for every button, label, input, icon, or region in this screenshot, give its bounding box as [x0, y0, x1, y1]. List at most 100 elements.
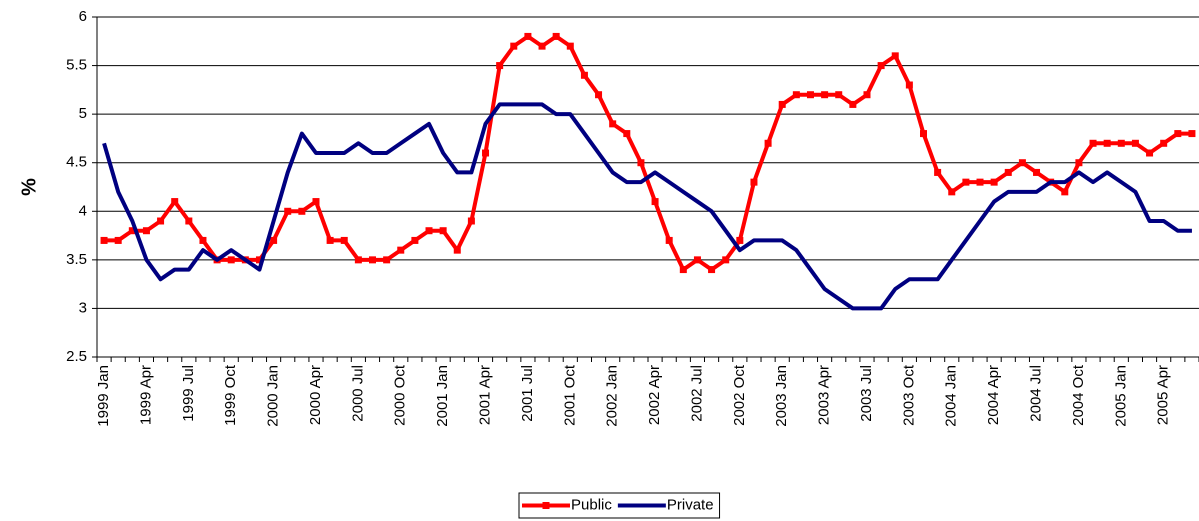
x-tick-label: 2000 Jan — [265, 365, 282, 427]
point-marker — [566, 42, 574, 50]
x-tick-label: 2005 Jan — [1112, 365, 1129, 427]
point-marker — [1018, 159, 1026, 167]
point-marker — [920, 130, 927, 138]
point-marker — [835, 91, 843, 99]
point-marker — [665, 236, 673, 244]
x-tick-label: 2004 Jan — [943, 365, 960, 427]
y-tick-label: 3.5 — [66, 251, 87, 268]
x-tick-label: 2002 Oct — [731, 364, 748, 426]
point-marker — [1117, 139, 1125, 147]
point-marker — [609, 120, 617, 128]
point-marker — [891, 52, 899, 60]
point-marker — [482, 149, 490, 157]
series-line — [102, 102, 1192, 311]
point-marker — [736, 236, 744, 244]
point-marker — [905, 81, 913, 89]
x-tick-label: 2004 Apr — [985, 365, 1002, 425]
point-marker — [383, 256, 391, 264]
x-tick-label: 2003 Apr — [816, 365, 833, 425]
x-tick-label: 2005 Apr — [1155, 365, 1172, 425]
point-marker — [821, 91, 829, 99]
point-marker — [722, 256, 730, 264]
point-marker — [1075, 159, 1083, 167]
point-marker — [778, 100, 786, 108]
x-tick-label: 2001 Jul — [519, 365, 536, 422]
point-marker — [1061, 188, 1069, 196]
point-marker — [792, 91, 800, 99]
x-tick-label: 2001 Apr — [476, 365, 493, 425]
point-marker — [651, 198, 659, 206]
point-marker — [425, 227, 433, 235]
x-tick-label: 2000 Oct — [392, 364, 409, 426]
x-tick-label: 2003 Oct — [900, 364, 917, 426]
x-tick-label: 1999 Jul — [180, 365, 197, 422]
legend-label: Private — [667, 496, 714, 513]
x-tick-label: 1999 Jan — [95, 365, 112, 427]
x-tick-label: 1999 Apr — [137, 365, 154, 425]
legend: Public Private — [518, 492, 721, 519]
point-marker — [1160, 139, 1168, 147]
x-tick-label: 2001 Jan — [434, 365, 451, 427]
point-marker — [312, 198, 320, 206]
point-marker — [128, 227, 136, 235]
point-marker — [326, 236, 334, 244]
point-marker — [990, 178, 998, 186]
x-tick-label: 2002 Jul — [688, 365, 705, 422]
point-marker — [354, 256, 362, 264]
x-tick-label: 2000 Apr — [307, 365, 324, 425]
point-marker — [340, 236, 348, 244]
point-marker — [849, 100, 857, 108]
y-tick-label: 3 — [79, 299, 87, 316]
point-marker — [750, 178, 758, 186]
point-marker — [411, 236, 419, 244]
point-marker — [1174, 130, 1182, 138]
point-marker — [1103, 139, 1111, 147]
y-tick-label: 5 — [79, 105, 87, 122]
point-marker — [708, 266, 716, 274]
point-marker — [171, 198, 179, 206]
series-line — [104, 34, 1192, 272]
legend-label: Public — [571, 496, 612, 513]
point-marker — [1188, 130, 1196, 138]
point-marker — [510, 42, 518, 50]
x-tick-label: 2002 Jan — [604, 365, 621, 427]
point-marker — [255, 256, 263, 264]
point-marker — [142, 227, 150, 235]
y-tick-label: 6 — [79, 8, 87, 25]
point-marker — [524, 32, 532, 40]
point-marker — [693, 256, 701, 264]
point-marker — [764, 139, 772, 147]
point-marker — [1033, 168, 1041, 176]
point-marker — [552, 32, 560, 40]
point-marker — [580, 71, 588, 79]
point-marker — [439, 227, 447, 235]
x-tick-label: 1999 Oct — [222, 364, 239, 426]
point-marker — [397, 246, 405, 254]
x-tick-label: 2002 Apr — [646, 365, 663, 425]
point-marker — [157, 217, 165, 225]
y-tick-label: 4.5 — [66, 154, 87, 171]
y-axis-label: % — [18, 178, 40, 196]
point-marker — [679, 266, 687, 274]
point-marker — [877, 62, 885, 70]
y-tick-label: 2.5 — [66, 348, 87, 365]
point-marker — [948, 188, 956, 196]
legend-marker — [542, 502, 550, 509]
point-marker — [1146, 149, 1154, 157]
point-marker — [114, 236, 122, 244]
x-tick-label: 2000 Jul — [349, 365, 366, 422]
point-marker — [1131, 139, 1139, 147]
point-marker — [962, 178, 970, 186]
point-marker — [270, 236, 278, 244]
point-marker — [595, 91, 603, 99]
x-tick-label: 2004 Jul — [1027, 365, 1044, 422]
point-marker — [199, 236, 207, 244]
point-marker — [538, 42, 546, 50]
x-tick-label: 2003 Jan — [773, 365, 790, 427]
point-marker — [976, 178, 984, 186]
point-marker — [1089, 139, 1097, 147]
point-marker — [453, 246, 461, 254]
point-marker — [185, 217, 193, 225]
point-marker — [298, 207, 306, 215]
